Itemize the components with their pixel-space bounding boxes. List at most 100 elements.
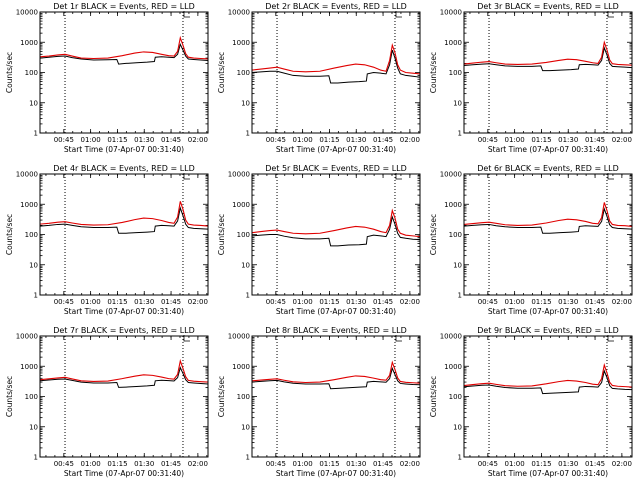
- interval-bracket-marker: [395, 11, 402, 18]
- x-axis-label: Start Time (07-Apr-07 00:31:40): [64, 469, 184, 478]
- panel-title: Det 2r BLACK = Events, RED = LLD: [265, 2, 407, 11]
- y-tick-label: 10: [29, 423, 38, 431]
- x-tick-label: 01:00: [81, 136, 101, 144]
- x-tick-label: 01:15: [531, 136, 551, 144]
- x-tick-label: 00:45: [266, 298, 286, 306]
- x-axis-label: Start Time (07-Apr-07 00:31:40): [276, 307, 396, 316]
- y-tick-label: 10000: [440, 9, 462, 17]
- y-tick-label: 100: [449, 231, 462, 239]
- series-line-lld: [39, 201, 209, 227]
- x-tick-label: 01:30: [558, 136, 578, 144]
- y-tick-label: 100: [449, 69, 462, 77]
- x-tick-label: 01:15: [107, 460, 127, 468]
- panel-det7: Det 7r BLACK = Events, RED = LLD Counts/s…: [5, 326, 209, 478]
- panel-det1: Det 1r BLACK = Events, RED = LLD Counts/s…: [5, 2, 209, 154]
- x-axis-label: Start Time (07-Apr-07 00:31:40): [64, 145, 184, 154]
- series-line-lld: [463, 40, 633, 66]
- panel-det6: Det 6r BLACK = Events, RED = LLD Counts/s…: [429, 164, 633, 316]
- x-tick-label: 02:00: [188, 460, 208, 468]
- interval-bracket-marker: [183, 11, 190, 18]
- x-tick-label: 01:00: [293, 136, 313, 144]
- x-tick-label: 01:30: [134, 136, 154, 144]
- x-tick-label: 01:45: [585, 136, 605, 144]
- x-tick-label: 02:00: [612, 298, 632, 306]
- y-tick-label: 10: [241, 99, 250, 107]
- x-tick-label: 01:30: [134, 298, 154, 306]
- x-axis-label: Start Time (07-Apr-07 00:31:40): [276, 469, 396, 478]
- x-tick-label: 00:45: [478, 460, 498, 468]
- panel-det4: Det 4r BLACK = Events, RED = LLD Counts/s…: [5, 164, 209, 316]
- x-tick-label: 02:00: [400, 460, 420, 468]
- y-tick-label: 1000: [20, 201, 38, 209]
- x-tick-label: 02:00: [188, 298, 208, 306]
- panel-title: Det 9r BLACK = Events, RED = LLD: [477, 326, 619, 335]
- interval-bracket-marker: [607, 11, 614, 18]
- series-line-events: [39, 366, 209, 388]
- y-axis-label: Counts/sec: [429, 214, 438, 255]
- y-axis-label: Counts/sec: [217, 376, 226, 417]
- y-tick-label: 1000: [444, 363, 462, 371]
- x-axis-label: Start Time (07-Apr-07 00:31:40): [488, 307, 608, 316]
- x-tick-label: 01:15: [531, 460, 551, 468]
- plot-frame: [463, 11, 633, 134]
- x-tick-label: 01:45: [585, 298, 605, 306]
- panel-title: Det 4r BLACK = Events, RED = LLD: [53, 164, 195, 173]
- series-line-lld: [39, 35, 209, 60]
- plot-frame: [39, 335, 209, 458]
- panel-det5: Det 5r BLACK = Events, RED = LLD Counts/s…: [217, 164, 421, 316]
- x-tick-label: 01:15: [107, 298, 127, 306]
- y-tick-label: 1: [34, 292, 38, 300]
- panel-det3: Det 3r BLACK = Events, RED = LLD Counts/s…: [429, 2, 633, 154]
- series-line-lld: [251, 43, 421, 75]
- x-axis-label: Start Time (07-Apr-07 00:31:40): [488, 469, 608, 478]
- x-tick-label: 01:30: [346, 460, 366, 468]
- series-line-events: [39, 42, 209, 65]
- x-tick-label: 01:45: [373, 136, 393, 144]
- x-tick-label: 00:45: [54, 298, 74, 306]
- x-tick-label: 02:00: [400, 136, 420, 144]
- interval-bracket-marker: [607, 335, 614, 342]
- y-axis-label: Counts/sec: [217, 52, 226, 93]
- plot-frame: [251, 11, 421, 134]
- series-line-lld: [251, 360, 421, 384]
- y-tick-label: 100: [25, 231, 38, 239]
- series-line-events: [251, 215, 421, 247]
- x-tick-label: 01:00: [293, 298, 313, 306]
- series-line-lld: [39, 358, 209, 383]
- y-tick-label: 1000: [20, 39, 38, 47]
- x-tick-label: 01:00: [505, 298, 525, 306]
- y-tick-label: 1: [246, 130, 250, 138]
- x-tick-label: 01:00: [505, 460, 525, 468]
- y-axis-label: Counts/sec: [5, 376, 14, 417]
- y-tick-label: 100: [25, 69, 38, 77]
- x-tick-label: 02:00: [612, 460, 632, 468]
- x-tick-label: 01:15: [107, 136, 127, 144]
- y-tick-label: 1: [34, 130, 38, 138]
- x-tick-label: 01:15: [319, 460, 339, 468]
- y-axis-label: Counts/sec: [5, 214, 14, 255]
- x-tick-label: 01:45: [373, 460, 393, 468]
- y-tick-label: 100: [237, 69, 250, 77]
- plot-frame: [463, 335, 633, 458]
- y-tick-label: 1: [458, 292, 462, 300]
- y-tick-label: 10000: [440, 171, 462, 179]
- y-tick-label: 100: [25, 393, 38, 401]
- y-tick-label: 1: [246, 292, 250, 300]
- y-tick-label: 1000: [20, 363, 38, 371]
- series-line-events: [251, 366, 421, 390]
- panel-title: Det 6r BLACK = Events, RED = LLD: [477, 164, 619, 173]
- x-tick-label: 00:45: [266, 460, 286, 468]
- y-axis-label: Counts/sec: [217, 214, 226, 255]
- x-tick-label: 02:00: [612, 136, 632, 144]
- y-tick-label: 1: [246, 454, 250, 462]
- x-tick-label: 01:00: [81, 460, 101, 468]
- series-line-lld: [251, 208, 421, 238]
- panel-det9: Det 9r BLACK = Events, RED = LLD Counts/s…: [429, 326, 633, 478]
- y-tick-label: 1000: [232, 363, 250, 371]
- x-tick-label: 01:30: [346, 298, 366, 306]
- interval-bracket-marker: [607, 173, 614, 180]
- interval-bracket-marker: [395, 173, 402, 180]
- y-tick-label: 10000: [16, 9, 38, 17]
